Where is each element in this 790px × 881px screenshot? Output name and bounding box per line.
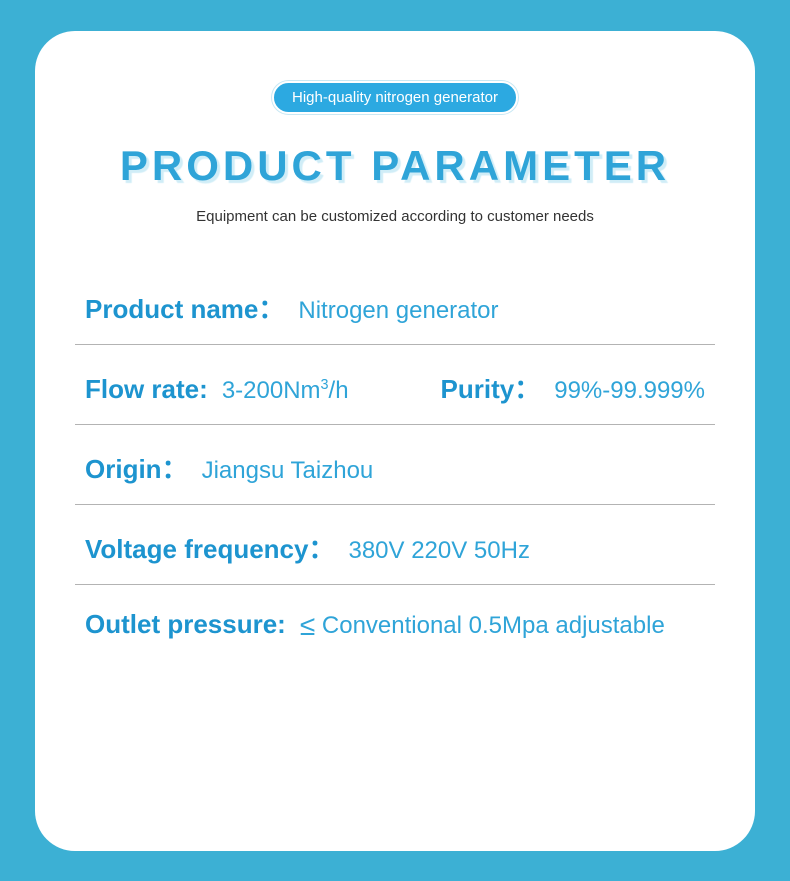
colon: ： [308,529,334,566]
product-parameter-card: High-quality nitrogen generator PRODUCT … [35,31,755,851]
value-voltage: 380V 220V 50Hz [348,537,529,565]
param-row-product-name: Product name ： Nitrogen generator [75,265,715,345]
label-voltage: Voltage frequency [85,534,308,565]
label-origin: Origin [85,454,162,485]
colon: ： [514,369,540,406]
quality-badge: High-quality nitrogen generator [272,81,518,114]
badge-container: High-quality nitrogen generator [75,81,715,114]
colon: ： [162,449,188,486]
main-title: PRODUCT PARAMETER [75,142,715,190]
label-product-name: Product name [85,294,258,325]
value-flow-rate: 3-200Nm3/h [222,377,349,405]
value-purity: 99%-99.999% [554,377,705,405]
param-row-outlet-pressure: Outlet pressure : ≤ Conventional 0.5Mpa … [75,585,715,660]
param-row-voltage: Voltage frequency ： 380V 220V 50Hz [75,505,715,585]
colon: : [277,609,286,640]
label-flow-rate: Flow rate [85,374,199,405]
pair-flow-rate: Flow rate : 3-200Nm3/h [85,374,349,405]
value-product-name: Nitrogen generator [298,297,498,325]
subtitle: Equipment can be customized according to… [75,208,715,225]
value-outlet-pressure: ≤ Conventional 0.5Mpa adjustable [300,610,665,642]
colon: : [199,374,208,405]
pair-purity: Purity ： 99%-99.999% [441,369,705,406]
value-origin: Jiangsu Taizhou [202,457,374,485]
param-row-origin: Origin ： Jiangsu Taizhou [75,425,715,505]
param-row-flow-purity: Flow rate : 3-200Nm3/h Purity ： 99%-99.9… [75,345,715,425]
label-outlet-pressure: Outlet pressure [85,609,277,640]
label-purity: Purity [441,374,515,405]
colon: ： [258,289,284,326]
